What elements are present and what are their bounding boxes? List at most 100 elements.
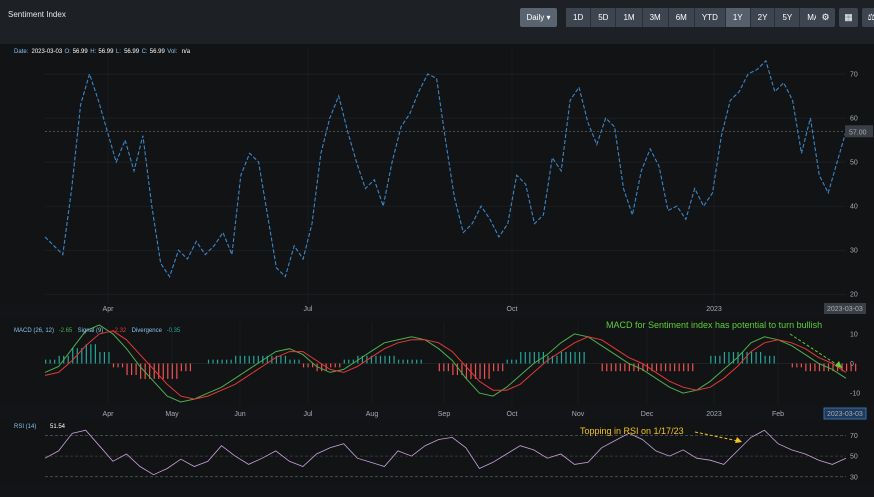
macd-histogram-bar [619,363,621,372]
macd-histogram-bar [244,355,246,364]
range-button-ytd[interactable]: YTD [694,8,726,27]
macd-histogram-bar [502,363,504,372]
macd-histogram-bar [823,363,825,372]
macd-histogram-bar [773,355,775,364]
macd-histogram-bar [601,363,603,372]
interval-dropdown[interactable]: Daily ▾ [520,8,557,27]
macd-histogram-bar [452,363,454,376]
range-button-1d[interactable]: 1D [566,8,592,27]
macd-histogram-bar [674,363,676,372]
macd-histogram-bar [316,363,318,372]
macd-legend-text: MACD (26, 12) [14,328,54,334]
macd-histogram-bar [443,363,445,372]
macd-histogram-bar [470,363,472,379]
ohlc-legend-text: C: [142,49,148,55]
macd-histogram-bar [45,359,47,364]
macd-date-label: 2023-03-03 [827,411,863,418]
settings-icon[interactable]: ⚙ [816,8,835,27]
macd-histogram-bar [737,351,739,364]
macd-histogram-bar [556,355,558,364]
macd-histogram-bar [669,363,671,372]
price-y-tick: 60 [850,116,858,123]
macd-histogram-bar [714,355,716,364]
range-button-1m[interactable]: 1M [616,8,643,27]
price-date-label: 2023-03-03 [827,306,863,313]
macd-histogram-bar [692,363,694,372]
macd-x-tick: May [165,411,179,418]
macd-histogram-bar [226,359,228,364]
rsi-y-tick: 50 [850,454,858,461]
macd-histogram-bar [162,363,164,379]
macd-x-tick: Aug [366,411,379,418]
scale-icon[interactable]: ⚖ [862,8,874,27]
macd-histogram-bar [407,359,409,364]
macd-histogram-bar [375,355,377,364]
macd-histogram-bar [642,363,644,372]
macd-histogram-bar [140,363,142,379]
macd-histogram-bar [185,363,187,372]
macd-histogram-bar [606,363,608,372]
macd-histogram-bar [72,348,74,364]
macd-histogram-bar [664,363,667,372]
macd-legend-text: Signal (9) [78,328,104,334]
macd-histogram-bar [610,363,612,372]
range-button-6m[interactable]: 6M [668,8,695,27]
macd-x-tick: 2023 [706,411,722,418]
macd-histogram-bar [280,355,282,364]
price-date-tag [824,303,866,314]
macd-histogram-bar [212,359,214,364]
macd-y-tick: 10 [850,331,858,338]
macd-histogram-bar [384,355,386,364]
range-button-2y[interactable]: 2Y [750,8,776,27]
macd-histogram-bar [121,363,124,368]
range-button-5d[interactable]: 5D [591,8,617,27]
macd-histogram-bar [144,363,146,379]
macd-histogram-bar [732,351,735,364]
macd-histogram-bar [723,351,726,364]
macd-histogram-bar [235,355,237,364]
macd-histogram-bar [791,363,793,368]
macd-histogram-bar [411,359,413,364]
price-x-tick: 2023 [706,306,722,313]
macd-histogram-bar [289,359,291,364]
tool-buttons: ⚙ ▦ ⚖ [816,8,874,27]
macd-histogram-bar [497,363,499,372]
macd-histogram-bar [416,359,418,364]
macd-histogram-bar [615,363,617,372]
range-button-3m[interactable]: 3M [642,8,669,27]
macd-histogram-bar [253,355,255,364]
rsi-annotation: Topping in RSI on 1/17/23 [580,426,684,436]
macd-histogram-bar [85,344,87,364]
macd-histogram-bar [796,363,798,368]
macd-histogram-bar [438,363,440,372]
price-y-tick: 30 [850,248,858,255]
macd-histogram-bar [49,359,51,364]
macd-histogram-bar [529,351,531,364]
macd-histogram-bar [624,363,626,372]
macd-histogram-bar [76,348,78,364]
macd-histogram-bar [769,355,771,364]
range-button-1y[interactable]: 1Y [725,8,751,27]
macd-histogram-bar [402,359,404,364]
macd-legend-text: -2.32 [113,328,127,334]
macd-histogram-bar [841,363,843,372]
macd-histogram-bar [420,359,422,364]
macd-histogram-bar [651,363,653,372]
macd-histogram-bar [103,351,106,364]
range-button-5y[interactable]: 5Y [775,8,801,27]
calculator-icon[interactable]: ▦ [839,8,858,27]
macd-histogram-bar [764,355,766,364]
range-buttons: 1D5D1M3M6MYTD1Y2Y5YMAX [566,8,833,27]
macd-histogram-bar [461,363,463,376]
macd-x-tick: Dec [641,411,654,418]
macd-histogram-bar [153,363,155,379]
macd-histogram-bar [488,363,490,379]
macd-x-tick: Feb [772,411,784,418]
macd-histogram-bar [130,363,133,376]
macd-histogram-bar [99,351,101,364]
macd-legend-text: -0.35 [167,328,181,334]
macd-histogram-bar [560,351,563,364]
macd-histogram-bar [339,363,341,368]
macd-x-tick: Nov [572,411,585,418]
